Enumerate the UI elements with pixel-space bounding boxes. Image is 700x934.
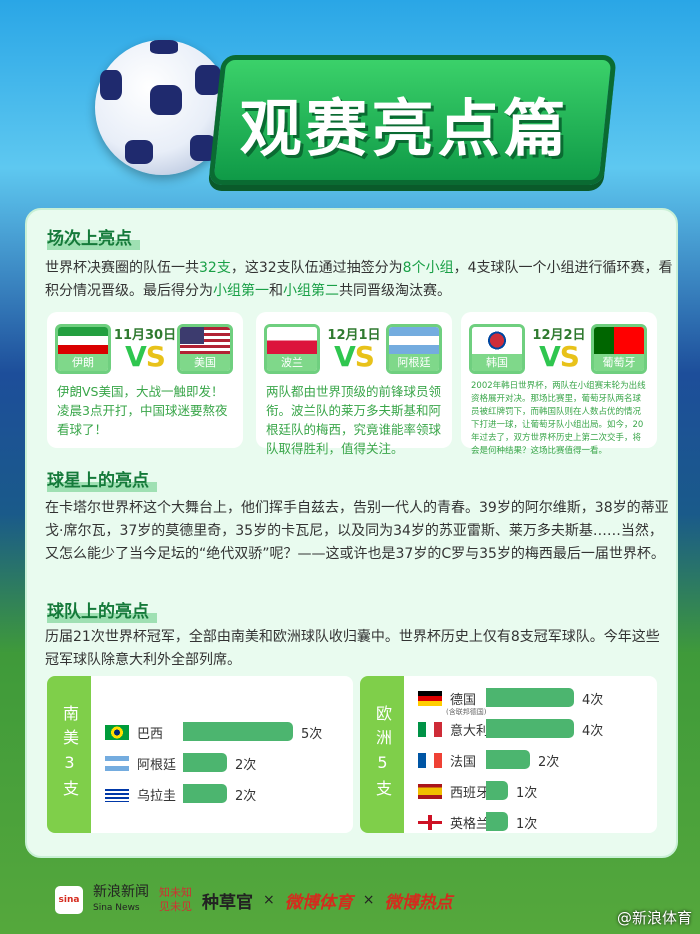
stars-text: 在卡塔尔世界杯这个大舞台上，他们挥手自兹去，告别一代人的青春。39岁的阿尔维斯，… <box>45 500 669 562</box>
teams-text: 历届21次世界杯冠军，全部由南美和欧洲球队收归囊中。世界杯历史上仅有8支冠军球队… <box>45 629 660 668</box>
section-heading-teams: 球队上的亮点 <box>47 601 157 623</box>
bar-value-label: 2次 <box>235 758 257 773</box>
footer-logos: sina 新浪新闻 Sina News 知未知 见未见 种草官 × 微博体育 × 微… <box>55 880 690 920</box>
flag-icon <box>418 721 442 737</box>
match-date: 12月2日 <box>532 328 586 343</box>
flag-argentina: 阿根廷 <box>386 324 442 374</box>
zhongcao-logo: 种草官 <box>202 892 253 913</box>
content-panel: 场次上亮点 世界杯决赛圈的队伍一共32支，这32支队伍通过抽签分为8个小组，4支… <box>25 208 678 858</box>
bar <box>486 812 508 831</box>
bar-label: 法国 <box>418 750 476 770</box>
bar <box>183 784 227 803</box>
sina-news-logo: 新浪新闻 Sina News <box>93 884 149 913</box>
south-america-box: 南美3支 巴西 5次 阿根廷 2次 乌拉圭 2次 <box>47 676 353 833</box>
title-banner: 观赛亮点篇 <box>208 55 617 185</box>
flag-korea: 韩国 <box>469 324 525 374</box>
match-description: 两队都由世界顶级的前锋球员领衔。波兰队的莱万多夫斯基和阿根廷队的梅西，究竟谁能率… <box>266 384 442 456</box>
watermark: @新浪体育 <box>616 909 692 927</box>
times-sign: × <box>263 892 275 908</box>
match-date: 12月1日 <box>327 328 381 343</box>
vs-label: VS <box>334 340 375 373</box>
bar-label: 德国 <box>418 688 476 708</box>
bar-value-label: 4次 <box>582 693 604 708</box>
bar-value-label: 2次 <box>235 789 257 804</box>
bar <box>486 750 530 769</box>
soccer-ball-icon <box>95 40 230 175</box>
match-description: 伊朗VS美国，大战一触即发！凌晨3点开打，中国球迷要熬夜看球了！ <box>57 384 228 437</box>
weibo-hot-logo: 微博热点 <box>384 892 453 913</box>
bar-value-label: 4次 <box>582 724 604 739</box>
group-label: 欧洲5支 <box>360 676 404 833</box>
chart-title: 欧洲5支 <box>373 705 392 804</box>
match-description: 2002年韩日世界杯，两队在小组赛末轮为出线资格展开对决。那场比赛里，葡萄牙队两… <box>471 381 646 456</box>
bar <box>486 688 574 707</box>
group-label: 南美3支 <box>47 676 91 833</box>
flag-icon <box>105 786 129 802</box>
vs-label: VS <box>539 340 580 373</box>
bar <box>183 753 227 772</box>
bar-label: 英格兰 <box>418 812 489 832</box>
times-sign: × <box>362 892 375 908</box>
flag-icon <box>418 814 442 830</box>
bar <box>183 722 293 741</box>
flag-poland: 波兰 <box>264 324 320 374</box>
bar-note: (含联邦德国) <box>446 708 487 716</box>
section-heading-matches: 场次上亮点 <box>47 228 140 250</box>
slogan: 知未知 见未见 <box>159 886 192 913</box>
flag-iran: 伊朗 <box>55 324 111 374</box>
flag-icon <box>418 690 442 706</box>
match-date: 11月30日 <box>113 328 177 343</box>
bar-value-label: 5次 <box>301 727 323 742</box>
section-heading-stars: 球星上的亮点 <box>47 470 157 492</box>
bar-label: 阿根廷 <box>105 753 176 773</box>
europe-box: 欧洲5支 德国 (含联邦德国) 4次 意大利 4次 法国 2次 西班牙 1次 英格兰 1次 <box>360 676 657 833</box>
bar <box>486 719 574 738</box>
flag-icon <box>105 755 129 771</box>
flag-portugal: 葡萄牙 <box>591 324 647 374</box>
flag-icon <box>418 752 442 768</box>
bar-label: 乌拉圭 <box>105 784 176 804</box>
flag-icon <box>105 724 129 740</box>
sina-logo-icon: sina <box>55 886 83 914</box>
bar-label: 巴西 <box>105 722 163 742</box>
bar-value-label: 2次 <box>538 755 560 770</box>
vs-label: VS <box>125 340 166 373</box>
match-card: 伊朗 11月30日 VS 美国 伊朗VS美国，大战一触即发！凌晨3点开打，中国球… <box>47 312 243 448</box>
flag-icon <box>418 783 442 799</box>
bar <box>486 781 508 800</box>
match-card: 韩国 12月2日 VS 葡萄牙 2002年韩日世界杯，两队在小组赛末轮为出线资格… <box>461 312 657 456</box>
bar-label: 西班牙 <box>418 781 489 801</box>
page-title: 观赛亮点篇 <box>239 92 570 165</box>
match-card: 波兰 12月1日 VS 阿根廷 两队都由世界顶级的前锋球员领衔。波兰队的莱万多夫… <box>256 312 452 456</box>
bar-value-label: 1次 <box>516 786 538 801</box>
chart-title: 南美3支 <box>60 705 79 804</box>
bar-value-label: 1次 <box>516 817 538 832</box>
flag-usa: 美国 <box>177 324 233 374</box>
bar-label: 意大利 <box>418 719 489 739</box>
weibo-sports-logo: 微博体育 <box>284 892 353 913</box>
matches-intro: 世界杯决赛圈的队伍一共32支，这32支队伍通过抽签分为8个小组，4支球队一个小组… <box>45 260 673 299</box>
